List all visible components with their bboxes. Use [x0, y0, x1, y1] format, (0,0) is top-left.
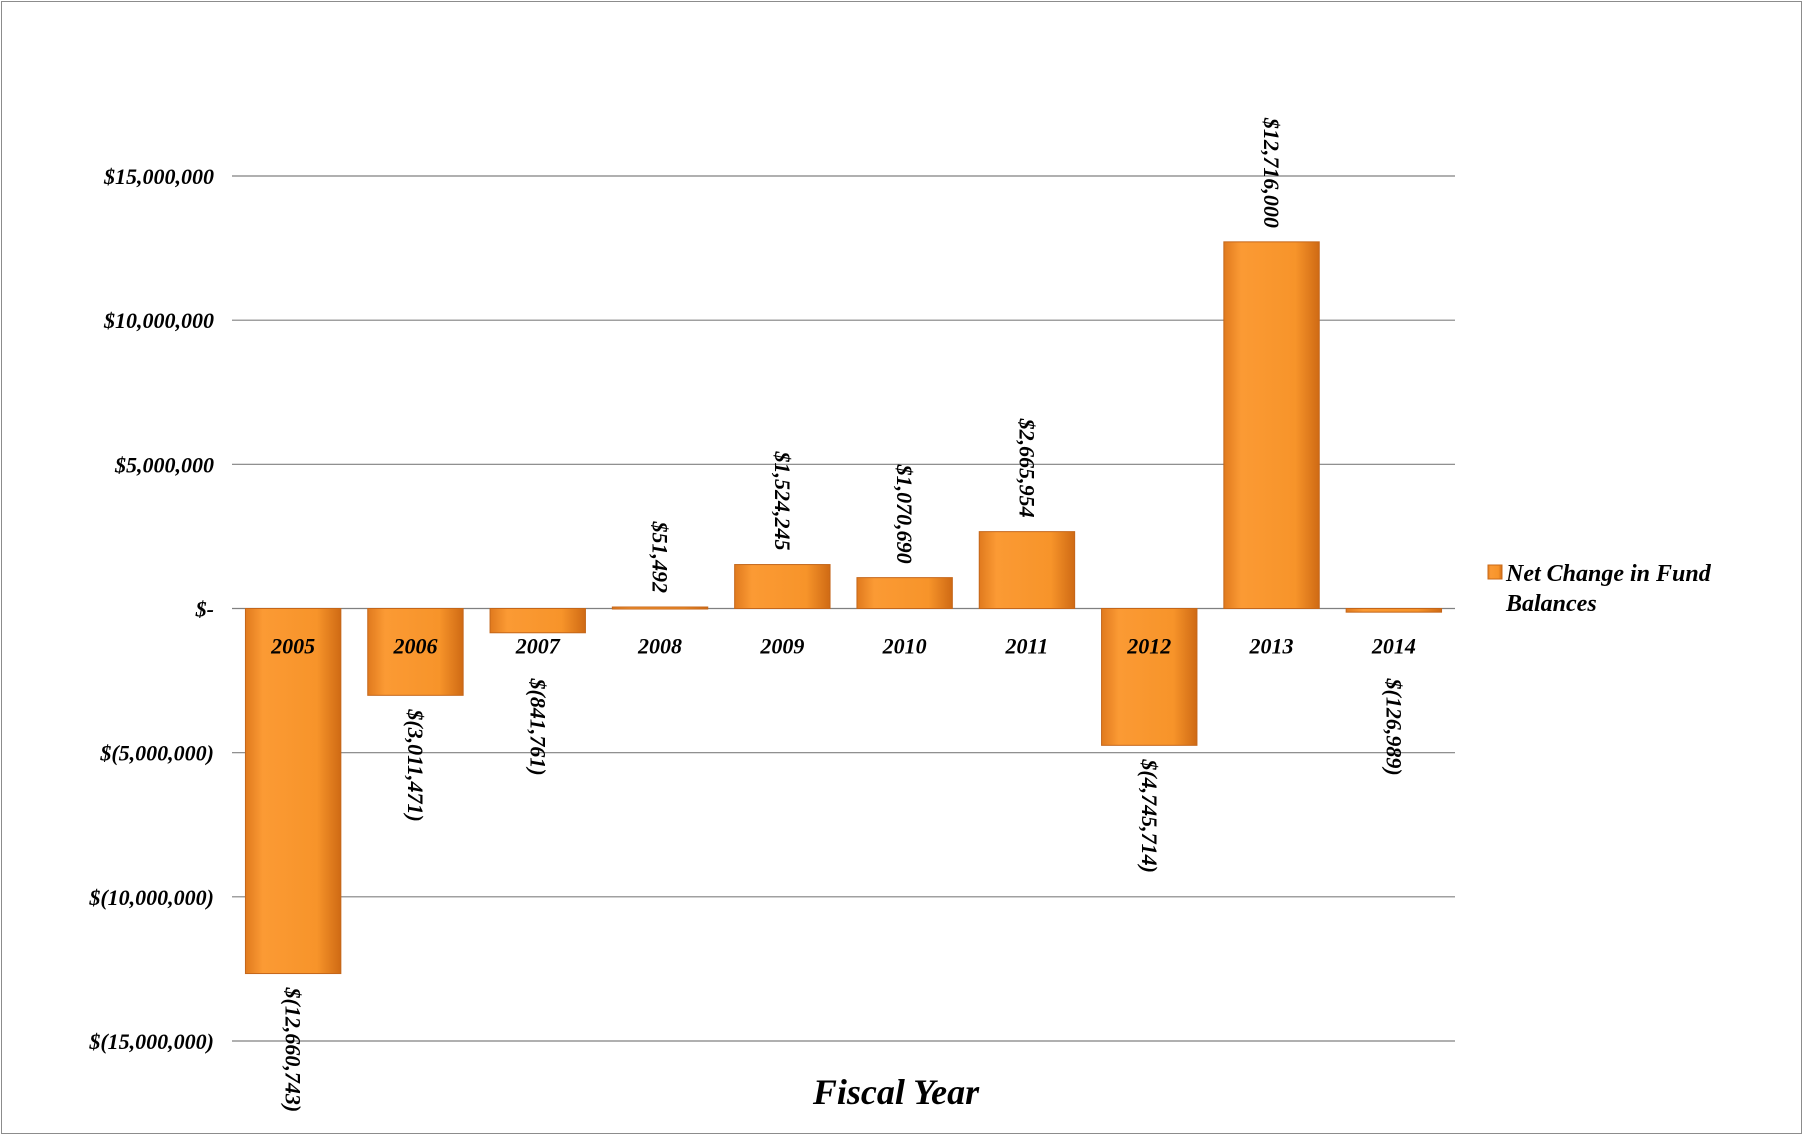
data-label: $51,492: [648, 521, 673, 594]
x-axis-title: Fiscal Year: [812, 1072, 980, 1112]
bar: [1223, 241, 1320, 609]
legend-label: Net Change in Fund Balances: [1505, 561, 1717, 617]
bar: [611, 606, 709, 610]
y-tick-label: $-: [195, 597, 214, 622]
category-label: 2006: [392, 634, 437, 659]
data-label: $(12,660,743): [281, 987, 306, 1113]
data-label: $(841,761): [525, 678, 550, 776]
y-tick-label: $5,000,000: [114, 452, 214, 477]
category-label: 2014: [1371, 634, 1416, 659]
data-label: $2,665,954: [1014, 418, 1039, 518]
category-label: 2010: [882, 634, 927, 659]
data-label: $12,716,000: [1259, 117, 1284, 228]
y-tick-label: $10,000,000: [103, 308, 214, 333]
category-label: 2009: [759, 634, 804, 659]
data-label: $1,524,245: [770, 451, 795, 551]
legend-swatch: [1487, 564, 1503, 580]
bar: [978, 531, 1076, 609]
y-tick-label: $(5,000,000): [99, 741, 214, 766]
category-label: 2005: [270, 634, 315, 659]
bar: [1101, 608, 1198, 746]
data-label: $(3,011,471): [403, 708, 428, 821]
category-label: 2012: [1126, 634, 1171, 659]
bar: [244, 608, 342, 975]
y-tick-label: $15,000,000: [103, 164, 214, 189]
data-label: $(4,745,714): [1137, 758, 1162, 873]
data-label: $(126,989): [1381, 678, 1406, 776]
category-label: 2011: [1005, 634, 1049, 659]
y-tick-label: $(15,000,000): [88, 1029, 214, 1054]
bar: [856, 577, 953, 609]
bar: [367, 608, 464, 696]
data-label: $1,070,690: [892, 464, 917, 564]
category-label: 2013: [1249, 634, 1294, 659]
y-tick-label: $(10,000,000): [88, 885, 214, 910]
legend: Net Change in Fund Balances: [1487, 561, 1717, 617]
bar: [1345, 608, 1443, 613]
bar: [734, 564, 831, 610]
category-label: 2008: [637, 634, 682, 659]
category-label: 2007: [515, 634, 561, 659]
bar: [489, 608, 586, 634]
